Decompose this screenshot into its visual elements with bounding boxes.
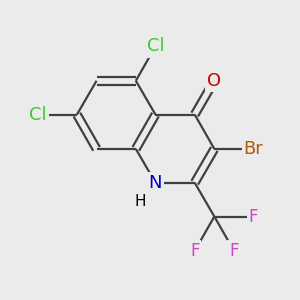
Text: Cl: Cl (29, 106, 46, 124)
Text: F: F (249, 208, 258, 226)
Text: F: F (190, 242, 200, 260)
Text: Cl: Cl (147, 38, 164, 56)
Text: F: F (229, 242, 239, 260)
Text: H: H (134, 194, 146, 209)
Text: N: N (149, 174, 162, 192)
Text: Br: Br (244, 140, 263, 158)
Text: O: O (207, 72, 221, 90)
